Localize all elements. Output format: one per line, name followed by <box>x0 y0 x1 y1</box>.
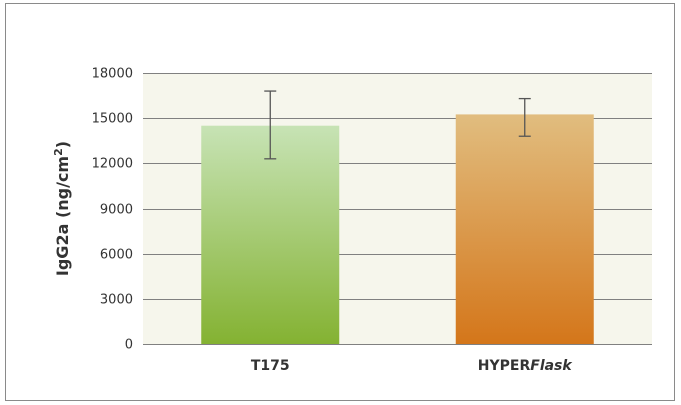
error-bars <box>264 90 531 160</box>
y-tick-labels: 0 3000 6000 9000 12000 15000 18000 <box>92 67 133 353</box>
y-tick-label: 9000 <box>100 203 133 218</box>
y-tick-label: 6000 <box>100 248 133 263</box>
error-bar <box>264 90 277 160</box>
y-tick-label: 3000 <box>100 293 133 308</box>
y-axis-label-main: IgG2a (ng/cm <box>53 156 72 276</box>
y-tick-label: 18000 <box>92 67 133 82</box>
x-tick-label: T175 <box>251 358 290 374</box>
x-tick-label-part: T175 <box>251 358 290 374</box>
bar-t175 <box>201 125 340 344</box>
x-tick-labels: T175 HYPERFlask <box>251 358 574 374</box>
y-axis-label-close: ) <box>53 141 72 148</box>
bars <box>201 114 594 345</box>
y-axis-label-superscript: 2 <box>52 148 65 156</box>
y-tick-label: 15000 <box>92 112 133 127</box>
y-tick-label: 0 <box>125 338 133 353</box>
y-tick-label: 12000 <box>92 157 133 172</box>
bar-hyperflask <box>455 114 594 345</box>
x-tick-label-part: HYPER <box>478 358 531 374</box>
error-bar <box>518 97 531 137</box>
x-tick-label-part: Flask <box>530 358 573 374</box>
y-axis-label: IgG2a (ng/cm2) <box>52 141 72 276</box>
x-tick-label: HYPERFlask <box>478 358 574 374</box>
